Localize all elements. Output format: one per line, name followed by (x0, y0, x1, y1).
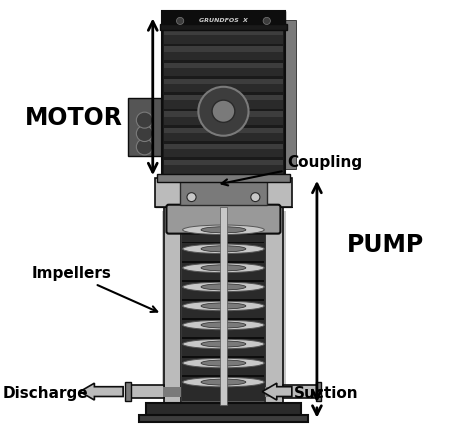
Bar (162, 11, 284, 178)
Ellipse shape (182, 339, 264, 349)
Bar (139, 415, 307, 422)
Bar (164, 160, 282, 166)
Circle shape (136, 125, 152, 142)
FancyArrow shape (262, 383, 291, 400)
Bar (181, 211, 265, 400)
Bar (182, 280, 264, 282)
Bar (164, 79, 282, 84)
Ellipse shape (201, 303, 245, 309)
Bar (164, 68, 282, 76)
Bar (282, 20, 296, 169)
Ellipse shape (201, 322, 245, 328)
Text: GRUNDFOS  X: GRUNDFOS X (198, 18, 248, 24)
Bar (164, 19, 282, 28)
Text: Discharge: Discharge (2, 386, 88, 401)
Bar (164, 30, 282, 36)
Bar (265, 207, 282, 405)
Circle shape (250, 193, 259, 202)
Bar (127, 98, 164, 156)
Bar (164, 36, 282, 44)
Bar (164, 111, 282, 117)
Bar (182, 356, 264, 358)
Circle shape (263, 17, 270, 24)
Text: MOTOR: MOTOR (25, 106, 123, 130)
Bar (164, 14, 282, 19)
Circle shape (212, 100, 234, 122)
Bar (162, 211, 166, 398)
Bar (182, 337, 264, 339)
Bar (182, 242, 264, 243)
Bar (164, 46, 282, 52)
FancyArrow shape (80, 383, 123, 400)
Bar (125, 382, 131, 401)
Ellipse shape (182, 263, 264, 273)
Bar (146, 403, 300, 416)
Bar (162, 11, 284, 29)
Bar (164, 166, 282, 174)
Bar (163, 387, 181, 396)
Bar (182, 261, 264, 263)
Circle shape (136, 139, 152, 155)
Bar (281, 211, 285, 398)
Bar (164, 149, 282, 158)
Ellipse shape (201, 360, 245, 366)
Bar (315, 382, 321, 401)
Ellipse shape (182, 282, 264, 291)
Bar (182, 375, 264, 377)
Bar (164, 101, 282, 109)
Ellipse shape (201, 284, 245, 290)
Bar (164, 128, 282, 133)
Bar (164, 133, 282, 141)
Circle shape (136, 112, 152, 128)
Text: Coupling: Coupling (221, 155, 362, 186)
Bar (164, 63, 282, 68)
Bar (182, 318, 264, 320)
Bar (182, 299, 264, 301)
FancyBboxPatch shape (166, 205, 280, 234)
Bar (282, 385, 316, 398)
Bar (159, 24, 287, 30)
Bar (130, 385, 164, 398)
Circle shape (176, 17, 183, 24)
Bar (164, 144, 282, 149)
Bar (164, 52, 282, 60)
Text: Impellers: Impellers (32, 266, 157, 312)
Bar (164, 95, 282, 101)
Ellipse shape (182, 301, 264, 311)
Bar (155, 178, 291, 207)
Circle shape (198, 87, 248, 136)
Ellipse shape (201, 227, 245, 233)
Ellipse shape (182, 244, 264, 254)
Ellipse shape (182, 320, 264, 330)
Ellipse shape (201, 341, 245, 347)
Ellipse shape (182, 225, 264, 235)
Ellipse shape (182, 377, 264, 387)
Text: Suction: Suction (293, 386, 358, 401)
Bar (164, 207, 181, 405)
Bar (164, 84, 282, 93)
Ellipse shape (201, 379, 245, 385)
Bar (265, 387, 283, 396)
Text: PUMP: PUMP (346, 233, 423, 257)
Bar (180, 180, 266, 205)
Bar (157, 174, 289, 182)
Ellipse shape (182, 358, 264, 368)
Circle shape (187, 193, 196, 202)
Bar (164, 117, 282, 125)
Ellipse shape (201, 246, 245, 252)
Ellipse shape (201, 265, 245, 271)
Bar (219, 207, 227, 405)
